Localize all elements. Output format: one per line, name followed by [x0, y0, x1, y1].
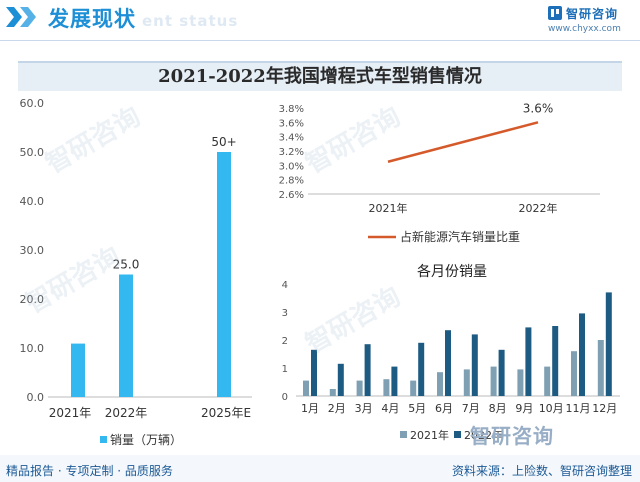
y-tick-label: 2.8%	[279, 176, 304, 187]
brand-logo: 智研咨询 www.chyxx.com	[548, 6, 630, 38]
header-divider	[0, 40, 640, 41]
x-tick-label: 2月	[328, 402, 346, 415]
bar	[597, 340, 604, 396]
footer-tagline: 精品报告 · 专项定制 · 品质服务	[6, 464, 173, 478]
x-tick-label: 1月	[301, 402, 319, 415]
x-tick-label: 3月	[355, 402, 373, 415]
main-title: 2021-2022年我国增程式车型销售情况	[158, 66, 482, 87]
y-tick-label: 0	[282, 392, 288, 403]
y-tick-label: 3.8%	[279, 104, 304, 115]
bar	[463, 369, 470, 396]
bar	[498, 349, 505, 396]
bar	[356, 380, 363, 396]
x-tick-label: 4月	[381, 402, 399, 415]
y-tick-label: 50.0	[20, 146, 45, 159]
bar	[337, 363, 344, 396]
bar	[383, 379, 390, 396]
y-tick-label: 60.0	[20, 97, 45, 110]
x-tick-label: 2021年	[369, 201, 408, 215]
bar	[490, 366, 497, 396]
bar	[364, 344, 371, 396]
y-tick-label: 4	[282, 280, 288, 291]
footer: 精品报告 · 专项定制 · 品质服务 资料来源：上险数、智研咨询整理	[0, 455, 640, 482]
bar	[437, 372, 443, 396]
x-tick-label: 5月	[408, 402, 426, 415]
footer-source: 资料来源：上险数、智研咨询整理	[451, 464, 632, 478]
chart-title-bar: 2021-2022年我国增程式车型销售情况	[18, 61, 622, 91]
annual-sales-chart: 0.0 10.0 20.0 30.0 40.0 50.0 60.0 2021年 25.0 2022…	[20, 97, 252, 447]
brand-name: 智研咨询	[566, 7, 619, 21]
y-tick-label: 10.0	[20, 342, 45, 355]
monthly-sales-chart: 各月份销量 0 1 2 3 4 1月 2月 3月 4月 5月 6月 7月 8月 9月 10月 11月 12月 202…	[282, 264, 620, 442]
bar	[119, 274, 133, 397]
legend-label: 2022年	[464, 428, 503, 442]
y-tick-label: 1	[282, 364, 288, 375]
legend-swatch	[100, 436, 107, 443]
bar	[525, 327, 532, 396]
legend-swatch	[400, 431, 407, 438]
series-line	[387, 121, 539, 163]
header: ent status 发展现状	[0, 0, 640, 34]
chart-title: 各月份销量	[417, 264, 487, 280]
x-tick-label: 2022年	[519, 201, 558, 215]
share-line-chart: 2.6% 2.8% 3.0% 3.2% 3.4% 3.6% 3.8% 2021年 3.6% 202…	[279, 101, 600, 244]
y-tick-label: 0.0	[27, 391, 45, 404]
brand-mark-icon	[548, 6, 562, 20]
x-tick-label: 7月	[462, 402, 480, 415]
brand-url: www.chyxx.com	[548, 24, 621, 34]
x-tick-label: 2025年E	[201, 406, 251, 420]
legend-label: 占新能源汽车销量比重	[400, 229, 520, 244]
y-tick-label: 2.6%	[279, 190, 304, 201]
bar	[571, 351, 577, 396]
bar	[311, 349, 317, 396]
y-tick-label: 20.0	[20, 293, 45, 306]
bar	[391, 366, 398, 396]
x-tick-label: 8月	[489, 402, 507, 415]
bar	[579, 313, 585, 396]
x-tick-label: 12月	[592, 402, 617, 415]
data-label: 3.6%	[523, 101, 554, 115]
y-tick-label: 30.0	[20, 244, 45, 257]
y-tick-label: 3.6%	[279, 118, 304, 129]
bar	[71, 343, 85, 397]
y-tick-label: 3.4%	[279, 133, 304, 144]
header-ghost-text: ent status	[142, 12, 239, 30]
bar	[517, 369, 524, 396]
watermark-brand: 智研咨询	[470, 424, 554, 448]
bar	[471, 334, 478, 396]
y-tick-label: 3.2%	[279, 147, 304, 158]
legend-label: 销量（万辆）	[110, 433, 182, 447]
data-label: 50+	[211, 135, 236, 149]
x-tick-label: 2022年	[105, 406, 148, 420]
y-tick-label: 2	[282, 336, 288, 347]
legend-swatch	[454, 431, 461, 438]
section-title: 发展现状	[48, 7, 136, 31]
bar	[329, 389, 336, 396]
data-label: 25.0	[113, 258, 140, 272]
y-tick-label: 40.0	[20, 195, 45, 208]
bar	[410, 380, 417, 396]
x-tick-label: 10月	[539, 402, 564, 415]
x-tick-label: 9月	[515, 402, 533, 415]
x-tick-label: 6月	[435, 402, 453, 415]
y-tick-label: 3	[282, 308, 288, 319]
bar	[445, 330, 451, 396]
x-tick-label: 11月	[566, 402, 591, 415]
y-tick-label: 3.0%	[279, 161, 304, 172]
bar	[303, 380, 309, 396]
x-tick-label: 2021年	[49, 406, 92, 420]
bar	[217, 152, 231, 397]
bar	[605, 292, 612, 396]
bar	[552, 326, 559, 396]
chevron-icon	[6, 7, 36, 27]
bar	[418, 342, 425, 396]
bar	[544, 366, 551, 396]
legend-label: 2021年	[410, 428, 449, 442]
